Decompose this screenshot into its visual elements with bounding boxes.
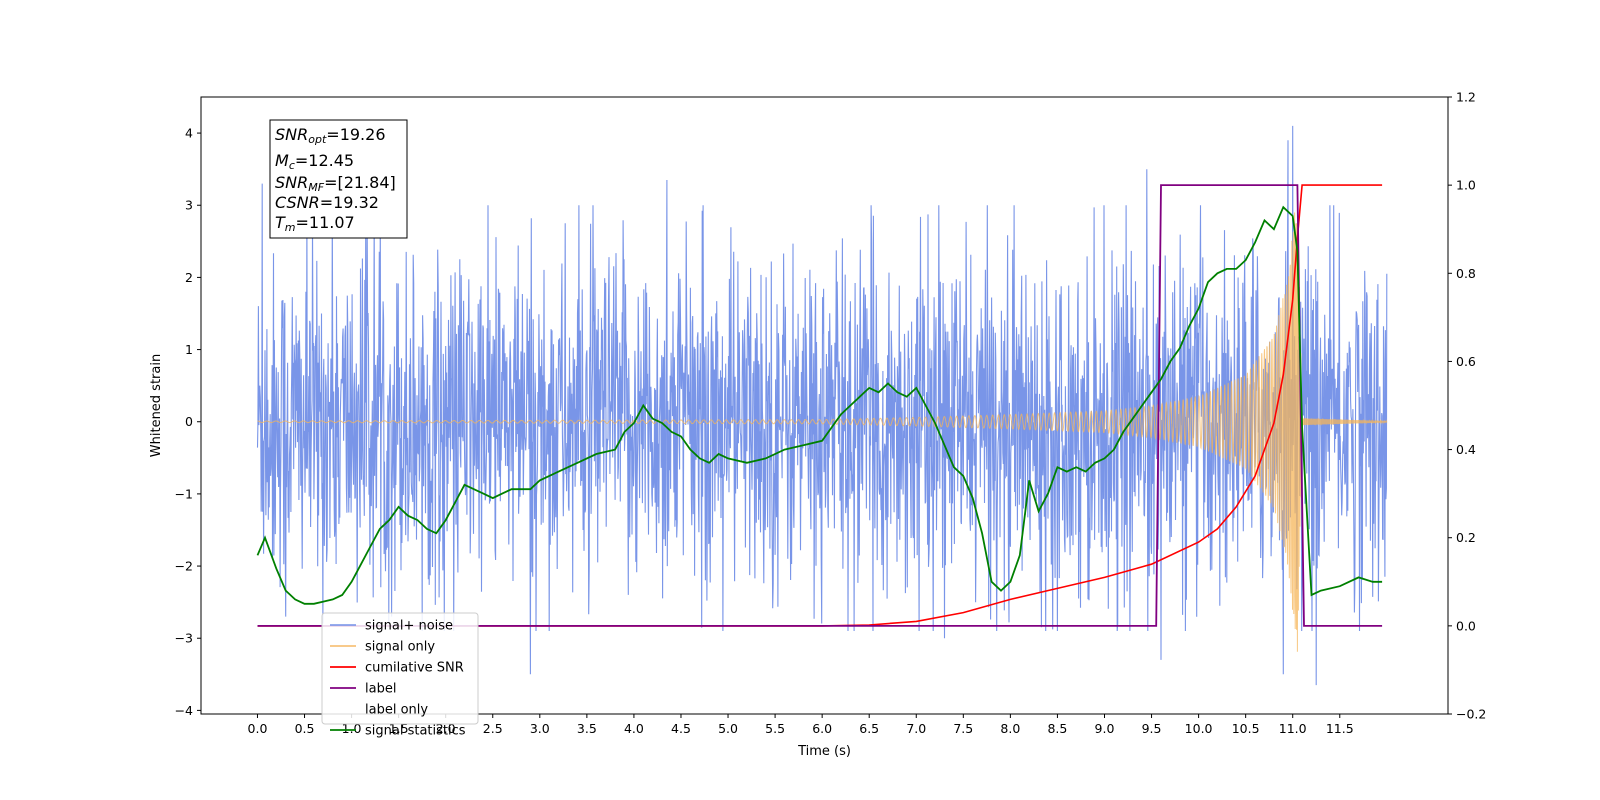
annotation-frame	[269, 119, 408, 239]
x-tick-label: 7.0	[906, 721, 926, 736]
x-tick-label: 9.0	[1095, 721, 1115, 736]
x-tick-label: 10.5	[1232, 721, 1260, 736]
y-right-tick-label: 1.2	[1456, 90, 1476, 105]
series-cumulative-snr	[257, 184, 1383, 627]
y-right-tick-label: 0.0	[1456, 618, 1476, 633]
x-tick-label: 8.5	[1047, 721, 1067, 736]
x-tick-label: 6.5	[859, 721, 879, 736]
series-layer	[256, 125, 1388, 686]
x-tick-label: 9.5	[1142, 721, 1162, 736]
legend-frame	[321, 612, 479, 725]
annotation-line: SNRopt=19.26	[275, 125, 386, 146]
y-right-tick-label: 0.6	[1456, 354, 1476, 369]
x-axis: 0.0 0.5 1.0 1.5 2.0 2.5 3.0 3.5 4.0 4.5 5.0 5.5 6.0 6…	[248, 714, 1354, 736]
x-tick-label: 5.5	[765, 721, 785, 736]
x-tick-label: 2.0	[436, 721, 456, 736]
annotation-line: Tm=11.07	[275, 213, 355, 234]
y-left-tick-label: −1	[175, 486, 193, 501]
x-tick-label: 4.5	[671, 721, 691, 736]
y-left-tick-label: 1	[185, 342, 193, 357]
legend-entry: label	[365, 682, 396, 697]
series-signal-statistics	[256, 205, 1383, 605]
x-tick-label: 7.5	[953, 721, 973, 736]
y-left-tick-label: −2	[175, 559, 193, 574]
y-left-tick-label: 3	[185, 198, 193, 213]
y-right-tick-label: 0.4	[1456, 442, 1476, 457]
series-signal-noise	[256, 125, 1388, 686]
legend-entry: signal+ noise	[365, 619, 453, 634]
y-left-tick-label: −3	[175, 631, 193, 646]
y-left-tick-label: 0	[185, 414, 193, 429]
y-right-tick-label: 0.2	[1456, 530, 1476, 545]
annotation-box: SNRopt=19.26 Mc=12.45SNRMF=[21.84]CSNR=19…	[269, 119, 408, 239]
series-label	[257, 184, 1383, 627]
annotation-line: Mc=12.45	[275, 151, 354, 172]
x-tick-label: 2.5	[483, 721, 503, 736]
annotation-line: CSNR=19.32	[275, 193, 379, 212]
x-tick-label: 11.5	[1326, 721, 1354, 736]
x-tick-label: 1.0	[342, 721, 362, 736]
y-left-tick-label: −4	[175, 703, 193, 718]
y-right-tick-label: 0.8	[1456, 266, 1476, 281]
x-tick-label: 5.0	[718, 721, 738, 736]
axes-frame	[200, 96, 1449, 715]
legend-entry: cumilative SNR	[365, 661, 464, 676]
x-tick-label: 4.0	[624, 721, 644, 736]
x-tick-label: 1.5	[389, 721, 409, 736]
y-left-tick-label: 4	[185, 126, 193, 141]
x-tick-label: 6.0	[812, 721, 832, 736]
legend-entry: label only	[365, 703, 428, 718]
x-tick-label: 8.0	[1000, 721, 1020, 736]
legend-entry: signal only	[365, 640, 435, 655]
legend-entry: signal statistics	[365, 724, 466, 739]
annotation-line: SNRMF=[21.84]	[275, 173, 396, 194]
x-tick-label: 11.0	[1279, 721, 1307, 736]
y-right-tick-label: 1.0	[1456, 178, 1476, 193]
x-tick-label: 3.0	[530, 721, 550, 736]
x-axis-label: Time (s)	[797, 744, 851, 759]
y-axis-left: 4 3 2 1 0 −1 −2 −3 −4	[175, 126, 201, 718]
y-left-tick-label: 2	[185, 270, 193, 285]
x-tick-label: 0.0	[248, 721, 268, 736]
series-signal-only	[257, 212, 1388, 652]
y-axis-right: 1.2 1.0 0.8 0.6 0.4 0.2 0.0 −0.2	[1448, 90, 1486, 722]
x-tick-label: 0.5	[295, 721, 315, 736]
x-tick-label: 10.0	[1185, 721, 1213, 736]
legend: signal+ noise signal only cumilative SNR la…	[321, 612, 479, 739]
y-axis-label: Whitened strain	[149, 354, 164, 457]
x-tick-label: 3.5	[577, 721, 597, 736]
y-right-tick-label: −0.2	[1456, 707, 1486, 722]
